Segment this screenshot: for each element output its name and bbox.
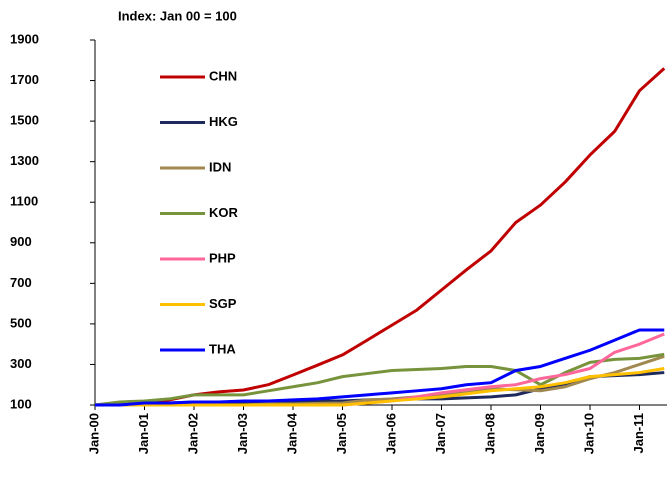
- x-tick-label: Jan-08: [482, 413, 497, 454]
- x-tick-label: Jan-04: [284, 412, 299, 454]
- legend-label: KOR: [209, 205, 239, 220]
- x-tick-label: Jan-09: [532, 413, 547, 454]
- y-tick-label: 900: [10, 234, 32, 249]
- y-tick-label: 1300: [10, 153, 39, 168]
- legend-label: HKG: [209, 114, 238, 129]
- x-tick-label: Jan-07: [433, 413, 448, 454]
- series-line: [95, 367, 665, 407]
- chart-subtitle: Index: Jan 00 = 100: [118, 8, 237, 23]
- series-line: [95, 328, 665, 407]
- y-tick-label: 500: [10, 315, 32, 330]
- legend-label: CHN: [209, 68, 237, 83]
- x-tick-label: Jan-03: [235, 413, 250, 454]
- x-tick-label: Jan-02: [185, 413, 200, 454]
- x-tick-label: Jan-00: [86, 413, 101, 454]
- x-tick-label: Jan-01: [136, 413, 151, 454]
- y-tick-label: 100: [10, 396, 32, 411]
- y-tick-label: 300: [10, 356, 32, 371]
- legend-label: IDN: [209, 159, 231, 174]
- y-tick-label: 700: [10, 275, 32, 290]
- y-tick-label: 1500: [10, 113, 39, 128]
- legend-label: SGP: [209, 296, 237, 311]
- x-tick-label: Jan-05: [334, 413, 349, 454]
- x-tick-label: Jan-11: [631, 413, 646, 453]
- series-line: [94, 352, 665, 407]
- y-tick-label: 1900: [10, 31, 39, 46]
- x-tick-label: Jan-10: [581, 413, 596, 454]
- y-tick-label: 1100: [10, 194, 38, 209]
- legend-label: PHP: [209, 250, 236, 265]
- legend-label: THA: [209, 341, 236, 356]
- x-tick-label: Jan-06: [383, 413, 398, 454]
- y-tick-label: 1700: [10, 72, 39, 87]
